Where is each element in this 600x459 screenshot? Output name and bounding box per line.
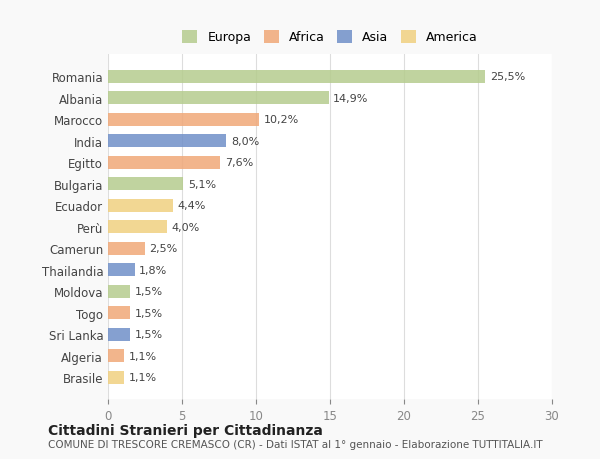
Bar xyxy=(108,135,226,148)
Bar xyxy=(108,178,184,191)
Bar xyxy=(108,113,259,127)
Bar xyxy=(108,328,130,341)
Text: COMUNE DI TRESCORE CREMASCO (CR) - Dati ISTAT al 1° gennaio - Elaborazione TUTTI: COMUNE DI TRESCORE CREMASCO (CR) - Dati … xyxy=(48,440,542,449)
Text: 7,6%: 7,6% xyxy=(225,158,253,168)
Bar xyxy=(108,92,329,105)
Text: 4,0%: 4,0% xyxy=(172,222,200,232)
Text: 25,5%: 25,5% xyxy=(490,72,525,82)
Bar xyxy=(108,349,124,362)
Text: 5,1%: 5,1% xyxy=(188,179,216,189)
Text: 4,4%: 4,4% xyxy=(178,201,206,211)
Bar xyxy=(108,285,130,298)
Text: 1,5%: 1,5% xyxy=(134,308,163,318)
Text: 1,1%: 1,1% xyxy=(129,351,157,361)
Bar xyxy=(108,71,485,84)
Text: 8,0%: 8,0% xyxy=(231,136,259,146)
Text: 1,5%: 1,5% xyxy=(134,330,163,339)
Bar xyxy=(108,221,167,234)
Bar xyxy=(108,242,145,255)
Text: 1,8%: 1,8% xyxy=(139,265,167,275)
Text: 1,1%: 1,1% xyxy=(129,372,157,382)
Text: Cittadini Stranieri per Cittadinanza: Cittadini Stranieri per Cittadinanza xyxy=(48,423,323,437)
Bar xyxy=(108,157,220,169)
Text: 14,9%: 14,9% xyxy=(333,94,368,104)
Bar xyxy=(108,371,124,384)
Legend: Europa, Africa, Asia, America: Europa, Africa, Asia, America xyxy=(179,27,481,48)
Text: 1,5%: 1,5% xyxy=(134,286,163,297)
Bar xyxy=(108,263,134,276)
Text: 2,5%: 2,5% xyxy=(149,244,178,254)
Text: 10,2%: 10,2% xyxy=(263,115,299,125)
Bar xyxy=(108,307,130,319)
Bar xyxy=(108,199,173,212)
